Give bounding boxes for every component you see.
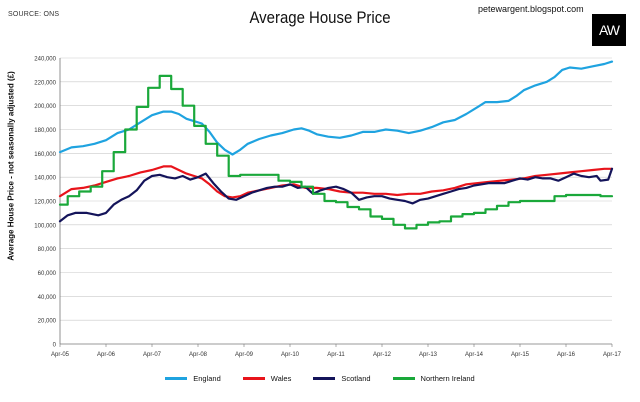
legend-label: Wales xyxy=(270,374,292,383)
x-tick-label: Apr-09 xyxy=(235,352,254,358)
y-tick-label: 220,000 xyxy=(34,80,56,86)
x-tick-label: Apr-10 xyxy=(281,352,300,358)
legend-item-wales: Wales xyxy=(242,374,292,383)
x-tick-label: Apr-08 xyxy=(189,352,208,358)
series-line-scotland xyxy=(58,167,614,223)
x-tick-label: Apr-05 xyxy=(51,352,70,358)
y-tick-label: 0 xyxy=(53,343,57,349)
legend-item-england: England xyxy=(165,374,221,383)
y-tick-label: 120,000 xyxy=(34,200,56,206)
x-tick-label: Apr-06 xyxy=(97,352,116,358)
y-tick-label: 80,000 xyxy=(38,247,57,253)
legend: England Wales Scotland Northern Ireland xyxy=(0,374,640,383)
x-tick-label: Apr-14 xyxy=(465,352,484,358)
source-note: SOURCE: ONS xyxy=(8,11,60,18)
x-tick-label: Apr-07 xyxy=(143,352,162,358)
x-tick-label: Apr-15 xyxy=(511,352,530,358)
legend-swatch xyxy=(165,377,188,380)
series-line-england xyxy=(58,60,614,156)
logo: AW xyxy=(592,14,626,46)
x-tick-label: Apr-11 xyxy=(327,352,345,358)
axes xyxy=(59,58,613,347)
chart-title: Average House Price xyxy=(249,8,391,27)
y-tick-label: 40,000 xyxy=(38,295,57,301)
x-tick-label: Apr-12 xyxy=(373,352,392,358)
y-tick-label: 140,000 xyxy=(34,176,56,182)
series-line-northern-ireland xyxy=(58,74,614,230)
legend-swatch xyxy=(392,377,415,380)
legend-label: Scotland xyxy=(341,374,371,383)
y-tick-labels: 0 20,000 40,000 60,000 80,000 100,000 120,000 1… xyxy=(34,57,56,349)
legend-item-northern-ireland: Northern Ireland xyxy=(392,374,475,383)
y-tick-label: 60,000 xyxy=(38,271,57,277)
x-tick-label: Apr-13 xyxy=(419,352,438,358)
legend-label: Northern Ireland xyxy=(420,374,475,383)
y-tick-label: 160,000 xyxy=(34,152,56,158)
legend-swatch xyxy=(242,377,265,380)
y-tick-label: 240,000 xyxy=(34,57,56,63)
blog-url: petewargent.blogspot.com xyxy=(478,4,584,14)
x-tick-labels: Apr-05 Apr-06 Apr-07 Apr-08 Apr-09 Apr-10 Apr-… xyxy=(51,352,622,358)
legend-item-scotland: Scotland xyxy=(313,374,371,383)
y-tick-label: 200,000 xyxy=(34,104,56,110)
x-tick-label: Apr-16 xyxy=(557,352,576,358)
gridlines xyxy=(60,57,612,321)
y-tick-label: 20,000 xyxy=(38,319,57,325)
legend-label: England xyxy=(193,374,221,383)
x-tick-label: Apr-17 xyxy=(603,352,622,358)
y-tick-label: 100,000 xyxy=(34,223,56,229)
legend-swatch xyxy=(313,377,336,380)
series-lines xyxy=(58,60,614,230)
y-tick-label: 180,000 xyxy=(34,128,56,134)
